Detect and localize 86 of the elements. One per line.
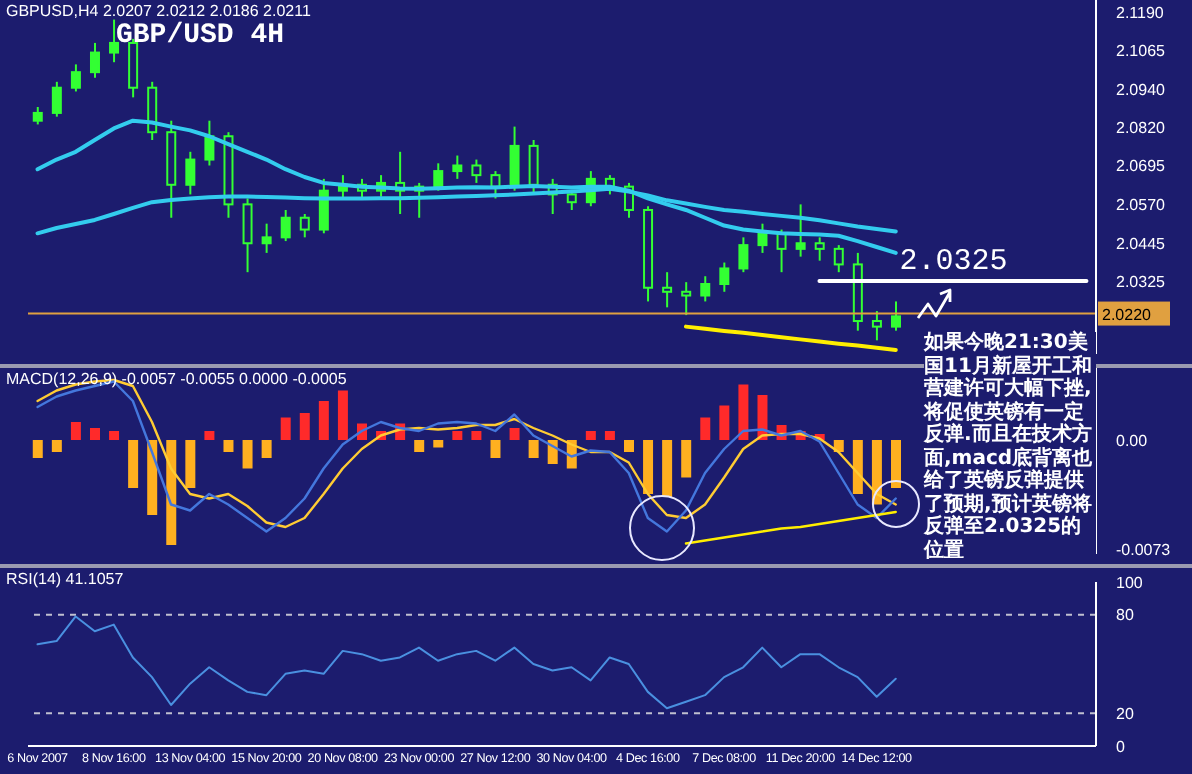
candlestick bbox=[109, 18, 120, 64]
candlestick bbox=[452, 154, 463, 180]
candlestick bbox=[871, 310, 882, 342]
y-tick-label: 2.0445 bbox=[1116, 235, 1167, 254]
annotation: RSI(14) 41.1057 bbox=[6, 570, 124, 588]
candlestick bbox=[89, 41, 100, 79]
y-tick-label: 2.1065 bbox=[1116, 42, 1167, 61]
bar bbox=[261, 440, 272, 458]
bar bbox=[32, 440, 43, 458]
y-tick-label: 0.00 bbox=[1116, 431, 1149, 450]
bar bbox=[166, 440, 177, 545]
candlestick bbox=[185, 150, 196, 196]
bar bbox=[147, 440, 158, 515]
ref-line-label: 2.0220 bbox=[1102, 305, 1153, 324]
bar bbox=[109, 431, 120, 440]
bar bbox=[623, 440, 634, 452]
line-series bbox=[683, 324, 898, 352]
y-tick-label: 2.0820 bbox=[1116, 118, 1167, 137]
y-tick-label: 20 bbox=[1116, 704, 1135, 723]
bar bbox=[337, 390, 348, 440]
bar bbox=[70, 422, 81, 440]
bar bbox=[452, 431, 463, 440]
candlestick bbox=[242, 197, 253, 274]
bar bbox=[51, 440, 62, 452]
candlestick bbox=[681, 281, 692, 317]
bar bbox=[471, 431, 482, 440]
bar bbox=[280, 417, 291, 440]
bar bbox=[681, 440, 692, 478]
bar bbox=[433, 440, 444, 448]
bar bbox=[528, 440, 539, 458]
y-tick-label: -0.0073 bbox=[1116, 541, 1172, 560]
y-tick-label: 100 bbox=[1116, 573, 1144, 592]
bar bbox=[719, 405, 730, 440]
bar bbox=[223, 440, 234, 452]
candlestick bbox=[795, 203, 806, 258]
candlestick bbox=[662, 271, 673, 309]
y-tick-label: 2.0695 bbox=[1116, 157, 1167, 176]
candlestick bbox=[318, 177, 329, 235]
bar bbox=[852, 440, 863, 494]
y-tick-label: 2.0325 bbox=[1116, 272, 1167, 291]
series-label: 2.0325 bbox=[899, 244, 1008, 279]
bar bbox=[490, 440, 501, 458]
bar bbox=[414, 440, 425, 452]
y-tick-label: 80 bbox=[1116, 606, 1135, 625]
candlestick bbox=[280, 208, 291, 243]
candlestick bbox=[204, 119, 215, 167]
bar bbox=[89, 428, 100, 440]
bar bbox=[700, 417, 711, 440]
bar bbox=[318, 401, 329, 440]
bar bbox=[662, 440, 673, 497]
candlestick bbox=[147, 80, 158, 141]
y-tick-label: 2.0570 bbox=[1116, 196, 1167, 215]
bar bbox=[242, 440, 253, 469]
candlestick bbox=[51, 80, 62, 118]
candlestick bbox=[471, 158, 482, 184]
candlestick bbox=[528, 138, 539, 196]
bar bbox=[738, 384, 749, 440]
candlestick bbox=[299, 213, 310, 239]
candlestick bbox=[833, 244, 844, 274]
candlestick bbox=[814, 236, 825, 262]
text: GBP/USD 4H bbox=[116, 20, 285, 52]
annotation: GBPUSD,H4 2.0207 2.0212 2.0186 2.0211 bbox=[6, 2, 311, 20]
candlestick bbox=[261, 222, 272, 254]
y-tick-label: 2.1190 bbox=[1116, 3, 1165, 22]
bar bbox=[299, 413, 310, 440]
bar bbox=[890, 440, 901, 488]
annotation: MACD(12,26,9) -0.0057 -0.0055 0.0000 -0.0005 bbox=[6, 370, 347, 388]
bar bbox=[585, 431, 596, 440]
candlestick bbox=[719, 261, 730, 293]
candlestick bbox=[700, 275, 711, 303]
line-series bbox=[36, 615, 897, 710]
text: 如果今晚21:30美国11月新屋开工和营建许可大幅下挫,将促使英镑有一定反弹.而且在技术方面,macd底背离也给了英镑反弹提供了预期,预计英镑将反弹至2.0325的位置 bbox=[924, 332, 1093, 561]
candlestick bbox=[757, 222, 768, 254]
bar bbox=[204, 431, 215, 440]
bar bbox=[604, 431, 615, 440]
bar bbox=[643, 440, 654, 494]
y-tick-label: 0 bbox=[1116, 737, 1126, 756]
bar bbox=[185, 440, 196, 488]
y-tick-label: 2.0940 bbox=[1116, 81, 1167, 100]
candlestick bbox=[509, 125, 520, 192]
bar bbox=[128, 440, 139, 488]
candlestick bbox=[890, 300, 901, 332]
bar bbox=[509, 428, 520, 440]
candlestick bbox=[738, 236, 749, 274]
candlestick bbox=[433, 162, 444, 192]
candlestick bbox=[70, 63, 81, 93]
